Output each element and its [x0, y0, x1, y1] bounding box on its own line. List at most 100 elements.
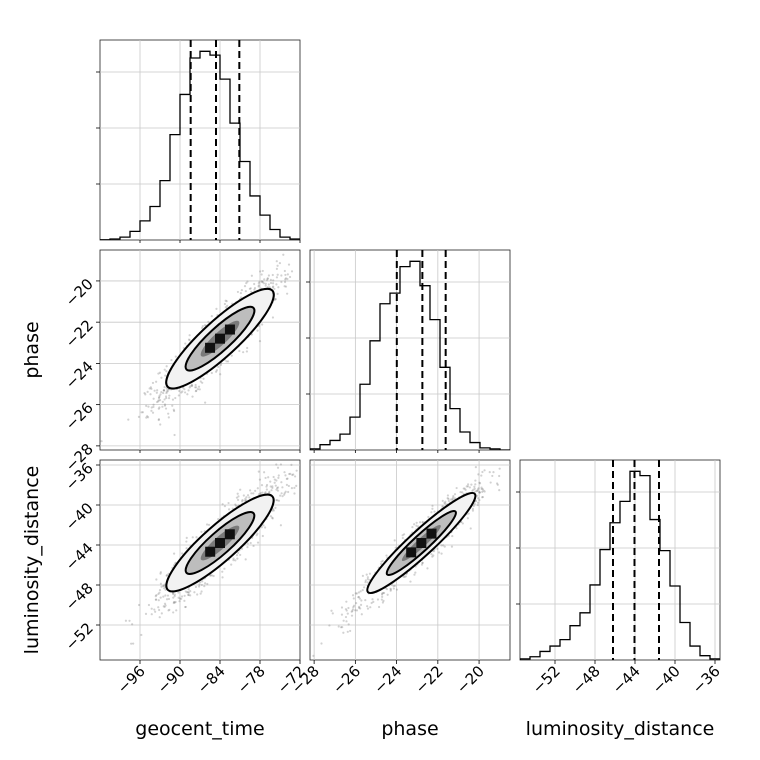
scatter-point	[360, 599, 363, 602]
scatter-point	[403, 575, 406, 579]
scatter-point	[246, 494, 250, 497]
scatter-point	[157, 399, 160, 402]
scatter-point	[350, 614, 354, 617]
scatter-point	[477, 473, 480, 476]
scatter-point	[246, 546, 249, 549]
scatter-point	[268, 490, 271, 493]
scatter-point	[153, 389, 156, 392]
scatter-point	[198, 583, 201, 586]
scatter-point	[149, 393, 152, 396]
scatter-point	[162, 584, 165, 587]
scatter-point	[250, 290, 253, 293]
scatter-point	[284, 490, 287, 493]
panel-phase-vs-geocent_time: −28−26−24−22−20	[62, 249, 301, 475]
scatter-point	[284, 278, 287, 281]
scatter-point	[452, 495, 455, 498]
scatter-point	[140, 633, 143, 637]
scatter-point	[155, 578, 158, 581]
scatter-point	[246, 542, 249, 545]
scatter-point	[453, 493, 457, 496]
scatter-point	[151, 381, 155, 385]
scatter-point	[420, 563, 424, 566]
scatter-point	[145, 404, 148, 407]
density-contour	[366, 491, 477, 595]
scatter-point	[184, 605, 187, 609]
scatter-point	[355, 609, 359, 612]
scatter-point	[483, 490, 486, 493]
scatter-point	[443, 501, 446, 504]
scatter-point	[476, 503, 479, 507]
x-tick-label: −44	[609, 662, 644, 697]
scatter-point	[174, 396, 177, 400]
x-tick-label: −20	[453, 662, 488, 697]
scatter-point	[284, 277, 288, 280]
scatter-point	[470, 483, 473, 486]
scatter-point	[224, 306, 227, 309]
scatter-point	[150, 406, 153, 409]
scatter-point	[271, 282, 275, 285]
scatter-point	[498, 474, 501, 478]
scatter-point	[161, 400, 164, 404]
density-peak	[205, 342, 216, 353]
scatter-point	[473, 485, 476, 488]
scatter-point	[172, 601, 175, 605]
scatter-point	[241, 500, 244, 503]
scatter-point	[174, 600, 177, 604]
scatter-point	[286, 292, 289, 295]
scatter-point	[248, 287, 251, 290]
scatter-point	[440, 552, 443, 555]
scatter-point	[481, 490, 484, 494]
scatter-point	[200, 590, 203, 593]
scatter-point	[150, 607, 153, 610]
scatter-point	[275, 498, 278, 502]
scatter-point	[357, 596, 360, 599]
scatter-point	[380, 593, 384, 596]
scatter-point	[159, 571, 162, 574]
scatter-point	[359, 590, 362, 593]
scatter-point	[232, 558, 235, 562]
scatter-point	[469, 527, 472, 530]
scatter-point	[283, 492, 286, 495]
scatter-point	[276, 273, 279, 276]
scatter-point	[171, 404, 174, 407]
scatter-point	[489, 481, 492, 484]
scatter-point	[433, 510, 436, 513]
scatter-point	[352, 597, 355, 600]
scatter-point	[339, 626, 343, 629]
scatter-point	[264, 284, 267, 287]
scatter-point	[340, 606, 344, 609]
scatter-point	[281, 495, 284, 498]
scatter-point	[320, 642, 323, 645]
scatter-point	[225, 360, 228, 363]
scatter-point	[357, 595, 361, 599]
scatter-point	[178, 597, 182, 600]
scatter-point	[363, 586, 366, 589]
scatter-point	[257, 282, 260, 285]
scatter-point	[261, 281, 264, 284]
scatter-point	[160, 390, 163, 394]
scatter-point	[165, 396, 168, 400]
scatter-point	[234, 504, 238, 507]
scatter-point	[474, 466, 477, 469]
scatter-point	[207, 320, 210, 323]
scatter-point	[157, 599, 160, 602]
scatter-point	[474, 479, 477, 482]
scatter-point	[466, 485, 470, 488]
scatter-point	[452, 496, 455, 499]
scatter-point	[165, 574, 168, 577]
scatter-point	[386, 593, 389, 596]
scatter-point	[232, 557, 235, 560]
scatter-point	[276, 292, 279, 295]
scatter-point	[279, 463, 283, 466]
scatter-point	[277, 476, 280, 479]
scatter-point	[201, 326, 204, 330]
scatter-point	[162, 391, 165, 395]
scatter-point	[471, 489, 474, 492]
scatter-point	[478, 491, 481, 494]
scatter-point	[385, 554, 388, 557]
scatter-point	[455, 527, 458, 530]
scatter-point	[201, 325, 204, 328]
scatter-point	[392, 587, 395, 590]
scatter-point	[273, 478, 276, 481]
scatter-point	[165, 391, 168, 395]
